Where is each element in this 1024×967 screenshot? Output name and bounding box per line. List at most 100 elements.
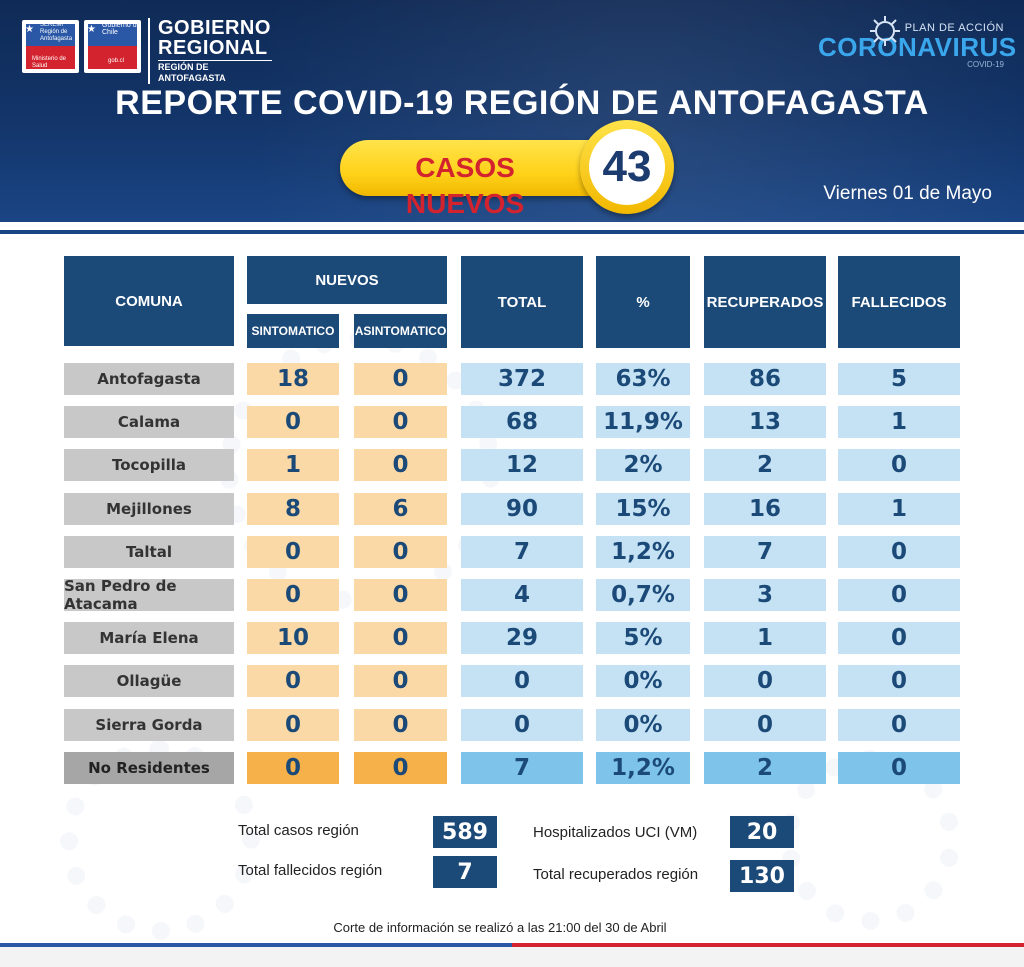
cell-asintomatico: 0 <box>354 363 447 395</box>
cell-pct: 1,2% <box>596 536 690 568</box>
total-casos-label: Total casos región <box>238 822 359 839</box>
total-recuperados-value: 130 <box>730 860 794 892</box>
total-recuperados-label: Total recuperados región <box>533 866 699 883</box>
seremi-logo-sub: Ministerio de Salud <box>32 56 67 69</box>
cell-recuperados: 3 <box>704 579 826 611</box>
cell-asintomatico: 0 <box>354 406 447 438</box>
cell-fallecidos: 0 <box>838 449 960 481</box>
cell-fallecidos: 5 <box>838 363 960 395</box>
cell-total: 0 <box>461 665 583 697</box>
cell-comuna: Taltal <box>64 536 234 568</box>
cell-fallecidos: 1 <box>838 493 960 525</box>
plan-line3: COVID-19 <box>967 60 1004 69</box>
total-casos-value: 589 <box>433 816 497 848</box>
plan-coronavirus-logo: PLAN DE ACCIÓN CORONAVIRUS COVID-19 <box>818 14 1017 69</box>
header-sintomatico: SINTOMATICO <box>247 314 339 348</box>
cell-sintomatico: 0 <box>247 665 339 697</box>
cell-comuna: Ollagüe <box>64 665 234 697</box>
cell-total: 7 <box>461 536 583 568</box>
cell-comuna: San Pedro de Atacama <box>64 577 234 613</box>
page-title: REPORTE COVID-19 REGIÓN DE ANTOFAGASTA <box>115 84 929 122</box>
header-asintomatico: ASINTOMATICO <box>354 314 447 348</box>
cell-recuperados: 0 <box>704 665 826 697</box>
cell-comuna: Mejillones <box>64 493 234 525</box>
cell-asintomatico: 0 <box>354 622 447 654</box>
virus-icon <box>870 16 900 46</box>
cell-recuperados: 1 <box>704 622 826 654</box>
gob-line3: REGIÓN DE ANTOFAGASTA <box>158 60 272 84</box>
plan-line2: CORONAVIRUS <box>818 32 1017 62</box>
cell-pct: 0% <box>596 709 690 741</box>
header-recuperados: RECUPERADOS <box>704 256 826 348</box>
cell-sintomatico: 0 <box>247 752 339 784</box>
cell-recuperados: 16 <box>704 493 826 525</box>
cell-asintomatico: 6 <box>354 493 447 525</box>
cell-sintomatico: 1 <box>247 449 339 481</box>
cell-recuperados: 7 <box>704 536 826 568</box>
gobierno-de-chile-logo: ★ Gobierno de Chile gob.cl <box>84 20 141 73</box>
casos-nuevos-value: 43 <box>589 129 665 205</box>
cell-comuna: Sierra Gorda <box>64 709 234 741</box>
cell-asintomatico: 0 <box>354 449 447 481</box>
header-nuevos: NUEVOS <box>247 256 447 304</box>
cell-sintomatico: 0 <box>247 709 339 741</box>
seremi-logo-text: SEREMI Región de Antofagasta <box>40 22 73 42</box>
gobierno-logo-sub: gob.cl <box>108 58 125 64</box>
casos-nuevos-pill <box>340 140 590 196</box>
cell-comuna: Tocopilla <box>64 449 234 481</box>
cell-pct: 63% <box>596 363 690 395</box>
cell-comuna: Calama <box>64 406 234 438</box>
cell-recuperados: 86 <box>704 363 826 395</box>
cell-sintomatico: 10 <box>247 622 339 654</box>
report-date: Viernes 01 de Mayo <box>823 183 992 204</box>
cell-fallecidos: 0 <box>838 665 960 697</box>
bottom-stripe <box>0 943 1024 947</box>
cell-fallecidos: 0 <box>838 752 960 784</box>
uci-label: Hospitalizados UCI (VM) <box>533 824 698 841</box>
total-fallecidos-label: Total fallecidos región <box>238 862 383 879</box>
gobierno-regional-logo: GOBIERNO REGIONAL REGIÓN DE ANTOFAGASTA <box>148 18 272 84</box>
cell-pct: 15% <box>596 493 690 525</box>
cell-fallecidos: 0 <box>838 622 960 654</box>
cell-sintomatico: 0 <box>247 536 339 568</box>
cell-sintomatico: 18 <box>247 363 339 395</box>
header-pct: % <box>596 256 690 348</box>
cell-comuna: María Elena <box>64 622 234 654</box>
cell-asintomatico: 0 <box>354 579 447 611</box>
cell-sintomatico: 8 <box>247 493 339 525</box>
cell-asintomatico: 0 <box>354 752 447 784</box>
header-comuna: COMUNA <box>64 256 234 346</box>
cell-fallecidos: 0 <box>838 709 960 741</box>
cell-fallecidos: 0 <box>838 579 960 611</box>
divider <box>0 222 1024 230</box>
gobierno-logo-text: Gobierno de Chile <box>102 22 141 36</box>
cell-recuperados: 0 <box>704 709 826 741</box>
cell-recuperados: 13 <box>704 406 826 438</box>
plan-line1: PLAN DE ACCIÓN <box>904 22 1004 34</box>
cell-sintomatico: 0 <box>247 406 339 438</box>
cell-fallecidos: 1 <box>838 406 960 438</box>
cell-total: 29 <box>461 622 583 654</box>
cell-recuperados: 2 <box>704 752 826 784</box>
gob-line2: REGIONAL <box>158 37 268 59</box>
cell-pct: 0% <box>596 665 690 697</box>
seremi-logo: ★ SEREMI Región de Antofagasta Ministeri… <box>22 20 79 73</box>
cell-total: 12 <box>461 449 583 481</box>
cell-pct: 1,2% <box>596 752 690 784</box>
gob-line1: GOBIERNO <box>158 17 271 39</box>
cell-pct: 0,7% <box>596 579 690 611</box>
cell-comuna: No Residentes <box>64 752 234 784</box>
header-total: TOTAL <box>461 256 583 348</box>
total-fallecidos-value: 7 <box>433 856 497 888</box>
cell-total: 90 <box>461 493 583 525</box>
cell-comuna: Antofagasta <box>64 363 234 395</box>
cell-sintomatico: 0 <box>247 579 339 611</box>
cell-pct: 2% <box>596 449 690 481</box>
footer-note: Corte de información se realizó a las 21… <box>333 920 667 935</box>
cell-total: 4 <box>461 579 583 611</box>
cell-asintomatico: 0 <box>354 665 447 697</box>
cell-pct: 5% <box>596 622 690 654</box>
cell-total: 372 <box>461 363 583 395</box>
header-fallecidos: FALLECIDOS <box>838 256 960 348</box>
cell-total: 68 <box>461 406 583 438</box>
